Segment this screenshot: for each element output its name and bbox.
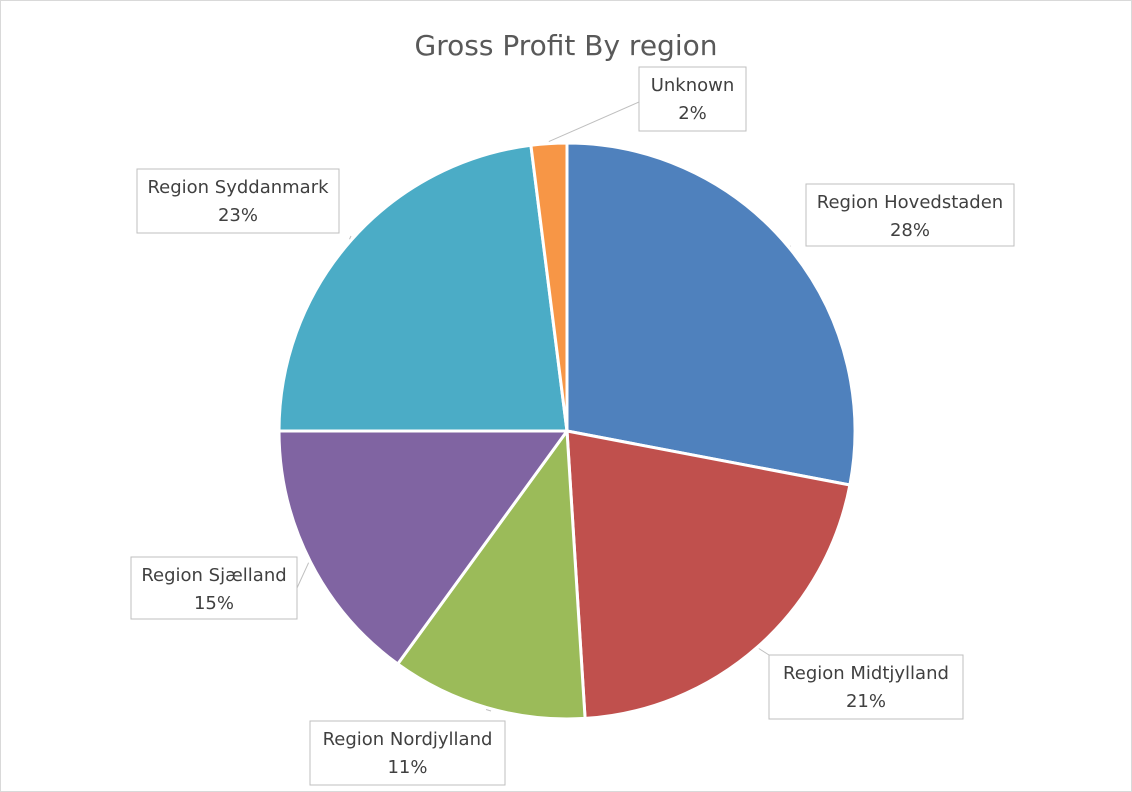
data-label-percent: 2% — [678, 103, 707, 124]
leader-line-region-syddanmark — [349, 235, 352, 240]
pie-slice-region-hovedstaden — [565, 141, 857, 487]
data-label-region-nordjylland: Region Nordjylland 11% — [309, 720, 506, 786]
data-label-box — [309, 720, 506, 786]
data-label-category: Region Sjælland — [141, 565, 286, 586]
leader-line-region-sjlland — [296, 562, 310, 589]
data-label-percent: 23% — [218, 205, 258, 226]
data-label-category: Unknown — [651, 75, 735, 96]
data-label-category: Region Syddanmark — [147, 177, 329, 198]
data-label-unknown: Unknown 2% — [638, 66, 747, 132]
data-label-box — [638, 66, 747, 132]
data-labels: Region Hovedstaden 28% Region Midtjylland 2… — [130, 66, 1015, 786]
leader-line-unknown — [548, 101, 640, 143]
data-label-region-sjlland: Region Sjælland 15% — [130, 556, 298, 620]
data-label-category: Region Nordjylland — [323, 729, 493, 750]
leader-lines — [296, 101, 792, 712]
pie-slice-region-nordjylland — [396, 429, 587, 721]
data-label-region-hovedstaden: Region Hovedstaden 28% — [805, 183, 1015, 247]
data-label-box — [136, 168, 340, 234]
data-label-percent: 11% — [387, 757, 427, 778]
pie-slice-region-midtjylland — [565, 429, 852, 720]
pie-slice-region-sjlland — [277, 429, 569, 666]
data-label-region-midtjylland: Region Midtjylland 21% — [768, 654, 964, 720]
pie-slices — [277, 141, 857, 721]
leader-line-region-midtjylland — [758, 648, 770, 656]
data-label-box — [805, 183, 1015, 247]
data-label-box — [768, 654, 964, 720]
data-label-percent: 28% — [890, 220, 930, 241]
data-label-percent: 21% — [846, 691, 886, 712]
pie-slice-region-syddanmark — [277, 143, 569, 433]
data-label-category: Region Midtjylland — [783, 663, 949, 684]
data-label-box — [130, 556, 298, 620]
data-label-category: Region Hovedstaden — [817, 192, 1003, 213]
data-label-region-syddanmark: Region Syddanmark 23% — [136, 168, 340, 234]
chart-title: Gross Profit By region — [415, 29, 718, 62]
data-label-percent: 15% — [194, 593, 234, 614]
leader-line-region-nordjylland — [485, 709, 492, 712]
pie-slice-unknown — [529, 141, 569, 433]
